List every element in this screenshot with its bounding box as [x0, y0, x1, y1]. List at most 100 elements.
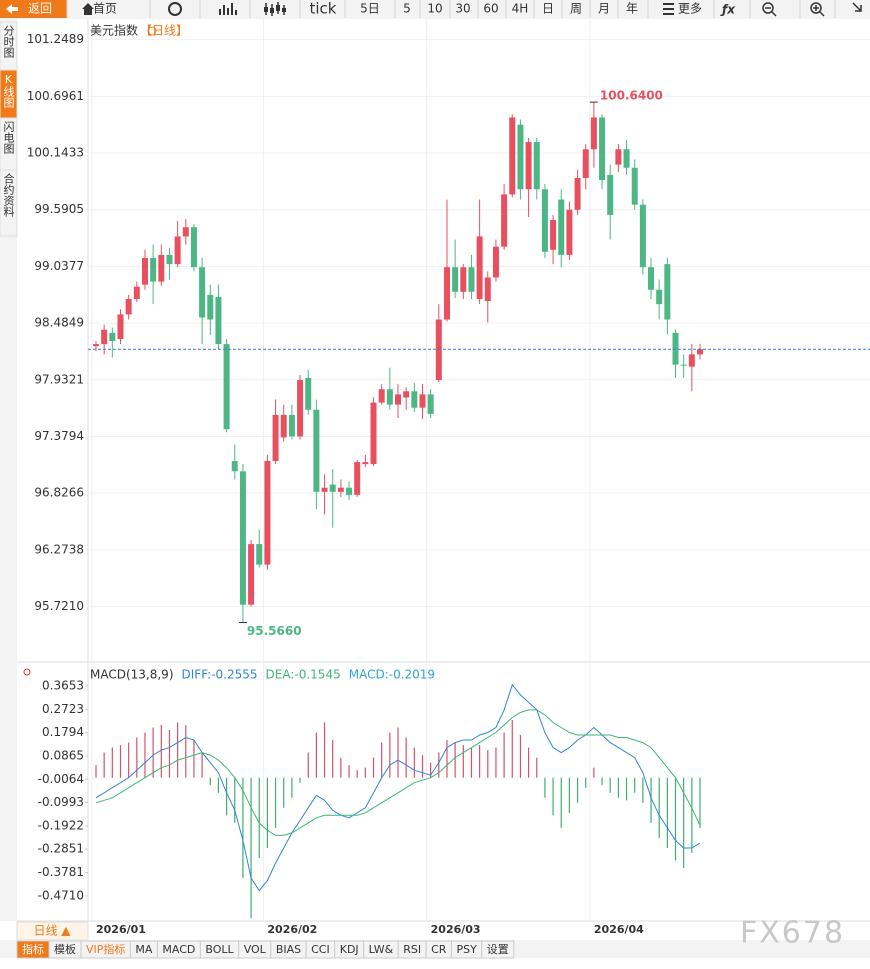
y-tick-label: 100.6961 — [27, 89, 84, 103]
candle-body — [599, 117, 606, 181]
y-tick-label: 0.0865 — [42, 748, 84, 762]
toolbar-button[interactable]: 5 — [403, 2, 411, 16]
candle-body — [346, 487, 353, 495]
candle-body — [362, 462, 369, 465]
settings-icon[interactable] — [23, 668, 31, 676]
x-tick-label: 2026/03 — [431, 923, 481, 936]
candle-body — [93, 344, 99, 347]
indicator-tab-bg[interactable] — [481, 940, 515, 959]
candle-body — [672, 332, 679, 365]
side-tab[interactable]: 分时图 — [2, 25, 15, 59]
candle-body — [207, 294, 214, 320]
candle-body — [623, 149, 630, 168]
y-tick-label: 0.2723 — [42, 702, 84, 716]
legend-entry: DIFF:-0.2555 — [182, 668, 258, 682]
toolbar-button[interactable]: 4H — [512, 2, 529, 16]
candle-body — [370, 402, 377, 465]
candle-body — [215, 296, 222, 345]
candle-body — [190, 227, 197, 268]
legend-entry: DEA:-0.1545 — [266, 668, 341, 682]
candle-body — [460, 267, 467, 292]
side-tab[interactable]: K线图 — [2, 73, 15, 109]
candle-body — [411, 391, 418, 408]
indicator-tab[interactable]: 设置 — [487, 943, 509, 956]
target-icon[interactable] — [147, 26, 157, 36]
indicator-tab[interactable]: BIAS — [276, 943, 301, 956]
toolbar-button[interactable]: 年 — [626, 2, 638, 16]
candle-body — [419, 394, 426, 408]
y-tick-label: 96.8266 — [34, 486, 84, 500]
side-tab[interactable]: 合约资料 — [2, 172, 15, 218]
candle-body — [305, 377, 312, 410]
toolbar-button[interactable]: 5日 — [360, 2, 380, 16]
candle-body — [378, 389, 385, 403]
y-tick-label: 0.3653 — [42, 679, 84, 693]
toolbar-button[interactable]: 60 — [483, 2, 498, 16]
side-tab-bg[interactable] — [0, 169, 18, 237]
candle-body — [558, 199, 565, 255]
candle-body — [199, 267, 206, 318]
y-tick-label: 97.3794 — [34, 429, 84, 443]
candle-body — [501, 194, 508, 247]
fx-icon[interactable]: ƒx — [720, 3, 736, 17]
toolbar-button[interactable]: 更多 — [678, 2, 702, 16]
candle-body — [109, 332, 116, 342]
indicator-tab[interactable]: CR — [431, 943, 447, 956]
back-button[interactable] — [0, 0, 67, 18]
candle-body — [484, 277, 491, 302]
candle-body — [509, 117, 516, 195]
toolbar-button[interactable]: tick — [310, 0, 337, 18]
candle-body — [133, 286, 140, 300]
candle-body — [566, 209, 573, 255]
indicator-tab[interactable]: MACD — [162, 943, 195, 956]
candle-body — [239, 471, 246, 605]
toolbar-button[interactable]: 周 — [570, 2, 582, 16]
candle-body — [395, 394, 401, 405]
indicator-tab[interactable]: PSY — [456, 943, 477, 956]
indicator-tab[interactable]: LW& — [369, 943, 394, 956]
indicator-tab[interactable]: KDJ — [340, 943, 359, 956]
candle-body — [280, 414, 287, 438]
candle-body — [631, 167, 638, 205]
indicator-tab[interactable]: RSI — [403, 943, 421, 956]
x-tick-label: 2026/01 — [96, 923, 146, 936]
zoom-out-icon[interactable] — [762, 2, 774, 14]
toolbar-button[interactable]: 返回 — [28, 2, 52, 16]
expand-icon[interactable] — [852, 2, 862, 12]
x-tick-label: 2026/02 — [267, 923, 317, 936]
indicator-tab[interactable]: 模板 — [54, 942, 76, 956]
indicator-tab[interactable]: MA — [135, 943, 152, 956]
candle-body — [329, 484, 336, 492]
period-button[interactable]: 日线 ▲ — [33, 924, 71, 938]
side-tab[interactable]: 闪电图 — [2, 120, 15, 155]
toolbar-button[interactable]: 日 — [542, 2, 554, 16]
candle-body — [166, 254, 173, 265]
candle-body — [664, 264, 671, 320]
toolbar-button[interactable]: 30 — [455, 2, 470, 16]
candle-body — [150, 257, 157, 282]
y-tick-label: 99.0377 — [34, 259, 84, 273]
indicator-title: MACD(13,8,9) — [90, 668, 174, 682]
candle-body — [141, 257, 148, 285]
indicator-tab[interactable]: CCI — [311, 943, 330, 956]
indicator-tab[interactable]: 指标 — [22, 942, 44, 956]
chart-title: 美元指数 — [90, 23, 138, 38]
candle-body — [435, 319, 442, 381]
candle-body — [313, 409, 320, 492]
toolbar-button[interactable]: 月 — [598, 2, 610, 16]
y-tick-label: 98.4849 — [34, 316, 84, 330]
zoom-in-icon[interactable] — [810, 2, 822, 14]
chart-icon[interactable] — [219, 3, 237, 15]
indicator-tab[interactable]: BOLL — [205, 943, 234, 956]
candle-body — [231, 461, 238, 472]
candle-body — [492, 246, 499, 278]
toolbar-button[interactable]: 10 — [427, 2, 442, 16]
candle-body — [525, 142, 532, 190]
candle-body — [354, 462, 361, 495]
refresh-icon[interactable] — [168, 2, 182, 16]
indicator-tab[interactable]: VIP指标 — [86, 942, 125, 956]
indicator-tab[interactable]: VOL — [244, 943, 267, 956]
toolbar-button[interactable]: 首页 — [93, 2, 117, 16]
